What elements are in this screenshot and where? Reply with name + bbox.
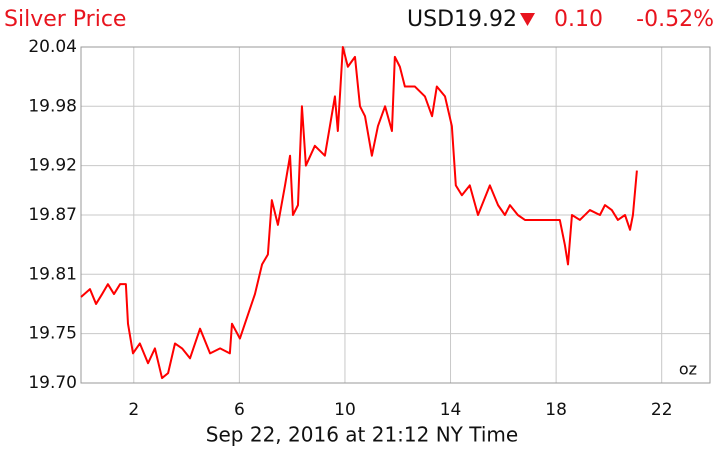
plot-border (80, 46, 711, 384)
chart-title: Silver Price (4, 7, 126, 32)
y-tick-label: 19.70 (28, 373, 77, 393)
x-tick-label: 10 (334, 400, 356, 420)
y-tick-label: 19.92 (28, 156, 77, 176)
change: 0.10 (554, 7, 603, 32)
y-tick-label: 19.87 (28, 205, 77, 225)
y-tick-label: 20.04 (28, 37, 77, 57)
down-arrow (520, 13, 535, 26)
y-tick-label: 19.98 (28, 96, 77, 116)
x-tick-label: 2 (128, 400, 139, 420)
unit-label: oz (679, 360, 697, 379)
x-tick-label: 6 (234, 400, 245, 420)
price-line (80, 46, 638, 380)
x-tick-label: 18 (545, 400, 567, 420)
change-percent: -0.52% (636, 7, 714, 32)
x-tick-label: 22 (651, 400, 673, 420)
y-tick-label: 19.81 (28, 264, 77, 284)
price: USD19.92 (407, 7, 517, 32)
x-axis-label: Sep 22, 2016 at 21:12 NY Time (206, 423, 518, 447)
x-tick-label: 14 (440, 400, 462, 420)
y-tick-label: 19.75 (28, 324, 77, 344)
